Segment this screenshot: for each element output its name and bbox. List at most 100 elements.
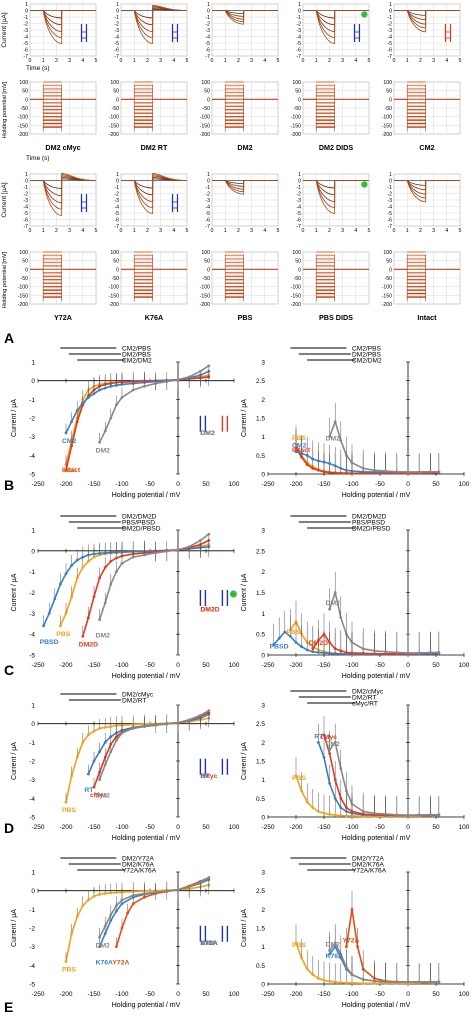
tick-label: -4 bbox=[387, 35, 392, 41]
series-label: DM2 bbox=[326, 741, 341, 748]
tick-label: 100 bbox=[19, 80, 28, 86]
tick-label: 5 bbox=[368, 228, 371, 234]
tick-label: 1 bbox=[133, 58, 136, 64]
y-tick-label: 0 bbox=[31, 888, 35, 895]
current-trace bbox=[212, 10, 277, 23]
tick-label: -7 bbox=[205, 54, 210, 60]
data-point bbox=[98, 618, 101, 621]
data-point bbox=[115, 909, 118, 913]
tick-label: -1 bbox=[114, 15, 119, 21]
x-tick-label: 100 bbox=[459, 824, 470, 831]
data-point bbox=[154, 723, 158, 727]
data-point bbox=[109, 582, 113, 586]
data-point bbox=[294, 450, 298, 453]
x-axis-title: Holding potential / mV bbox=[112, 1002, 181, 1009]
tick-label: 0 bbox=[393, 228, 396, 234]
tick-label: -150 bbox=[18, 123, 28, 129]
tick-label: -3 bbox=[296, 198, 301, 204]
legend-entry: PBS/PBSD bbox=[122, 519, 155, 526]
tick-label: -5 bbox=[296, 211, 301, 217]
legend-entry: cMyc/RT bbox=[352, 700, 378, 707]
data-point bbox=[98, 726, 101, 730]
x-tick-label: -250 bbox=[261, 481, 274, 488]
data-point bbox=[305, 463, 309, 467]
tick-label: -5 bbox=[296, 41, 301, 47]
data-point bbox=[294, 620, 298, 624]
tick-label: 4 bbox=[354, 58, 357, 64]
tick-label: -100 bbox=[382, 115, 392, 121]
tick-label: -6 bbox=[23, 48, 28, 54]
tick-label: -3 bbox=[114, 198, 119, 204]
x-tick-label: -100 bbox=[115, 481, 128, 488]
tick-label: 0 bbox=[207, 267, 210, 273]
y-tick-label: 1 bbox=[31, 360, 35, 367]
y-tick-label: -5 bbox=[29, 653, 35, 660]
legend-entry: DM2/PBS bbox=[352, 351, 382, 358]
tick-label: 50 bbox=[113, 89, 119, 95]
data-point bbox=[81, 555, 85, 559]
data-point bbox=[131, 555, 135, 559]
tick-label: -150 bbox=[382, 293, 392, 299]
panel-frame bbox=[120, 81, 188, 135]
tick-label: -5 bbox=[387, 211, 392, 217]
tick-label: 3 bbox=[341, 228, 344, 234]
series-label: PBS bbox=[56, 631, 70, 638]
data-point bbox=[417, 813, 421, 817]
data-point bbox=[115, 739, 118, 742]
current-trace bbox=[212, 180, 277, 193]
x-axis-title: Holding potential / mV bbox=[342, 1002, 411, 1009]
time-axis-label: Time (s) bbox=[26, 65, 50, 72]
trace-panel bbox=[393, 173, 461, 227]
tick-label: 5 bbox=[459, 228, 462, 234]
tick-label: 0 bbox=[25, 9, 28, 15]
current-trace bbox=[303, 180, 368, 196]
x-axis-title: Holding potential / mV bbox=[342, 492, 411, 499]
tick-label: -3 bbox=[23, 198, 28, 204]
data-point bbox=[103, 932, 107, 935]
iv-chart bbox=[267, 857, 465, 986]
series-line-RT bbox=[317, 742, 439, 817]
data-point bbox=[47, 611, 51, 615]
data-point bbox=[115, 891, 118, 894]
tick-label: 1 bbox=[25, 172, 28, 178]
data-point bbox=[187, 718, 191, 722]
series-line-DM2 bbox=[328, 941, 439, 983]
trace-panel bbox=[29, 173, 97, 227]
data-point bbox=[328, 812, 331, 816]
current-trace bbox=[212, 180, 277, 187]
tick-label: 1 bbox=[133, 228, 136, 234]
data-point bbox=[131, 902, 135, 906]
x-tick-label: 0 bbox=[406, 991, 410, 998]
data-point bbox=[120, 383, 124, 386]
trace-panel bbox=[302, 173, 370, 227]
y-tick-label: 3 bbox=[261, 528, 265, 535]
series-label: DM2 bbox=[200, 430, 215, 437]
current-trace bbox=[30, 10, 95, 44]
data-point bbox=[322, 470, 326, 474]
data-point bbox=[350, 469, 354, 473]
data-point bbox=[120, 902, 124, 906]
current-trace bbox=[303, 10, 368, 32]
y-tick-label: 2 bbox=[261, 397, 265, 404]
data-point bbox=[328, 641, 331, 644]
data-point bbox=[92, 552, 96, 556]
data-point bbox=[311, 457, 315, 461]
y-tick-label: 0 bbox=[31, 548, 35, 555]
tick-label: 1 bbox=[315, 58, 318, 64]
data-point bbox=[373, 981, 376, 985]
panel-frame bbox=[211, 251, 279, 305]
tick-label: 100 bbox=[201, 250, 210, 256]
data-point bbox=[361, 470, 365, 474]
x-axis-title: Holding potential / mV bbox=[112, 835, 181, 842]
data-point bbox=[361, 810, 365, 813]
x-tick-label: -150 bbox=[317, 481, 330, 488]
data-point bbox=[87, 898, 90, 902]
x-tick-label: -50 bbox=[145, 481, 155, 488]
x-tick-label: -250 bbox=[31, 991, 44, 998]
data-point bbox=[328, 782, 331, 785]
current-trace bbox=[394, 180, 459, 199]
data-point bbox=[339, 767, 343, 770]
current-trace bbox=[394, 10, 459, 25]
panel-letter: C bbox=[4, 662, 14, 678]
data-point bbox=[384, 469, 387, 473]
